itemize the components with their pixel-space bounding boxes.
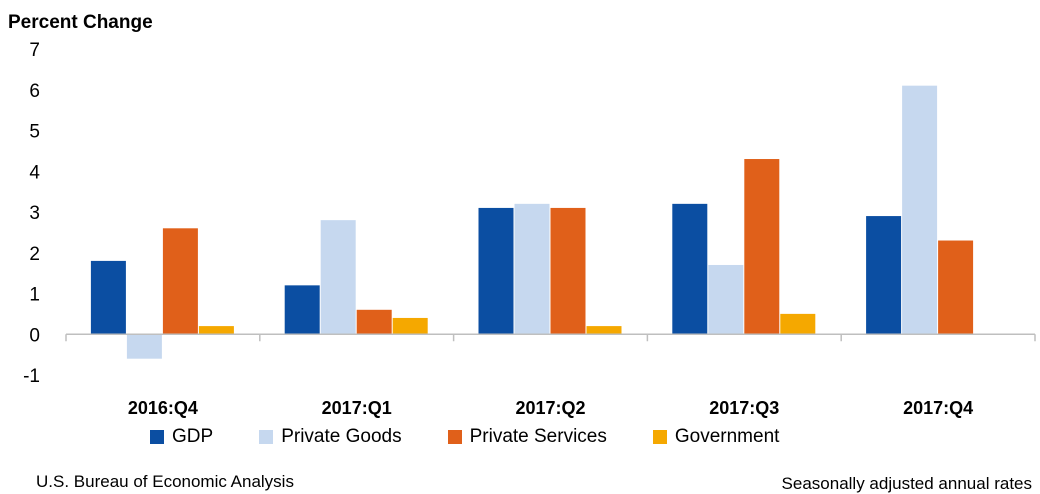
- legend-swatch-government: [652, 430, 667, 444]
- bar-gdp-2017-q2: [478, 207, 514, 335]
- legend: GDP Private Goods Private Services Gover…: [150, 426, 825, 448]
- y-tick-label: 1: [29, 285, 40, 306]
- bar-private-services-2017-q4: [938, 240, 974, 335]
- legend-label-government: Government: [674, 426, 780, 447]
- bar-government-2017-q2: [586, 326, 622, 335]
- y-tick-label: 2: [29, 244, 40, 265]
- bar-private-goods-2017-q3: [708, 264, 744, 335]
- bar-private-goods-2017-q4: [902, 85, 938, 335]
- y-tick-label: 7: [29, 40, 40, 61]
- x-tick-label: 2017:Q3: [709, 398, 779, 418]
- bar-government-2016-q4: [198, 326, 234, 335]
- bar-private-services-2017-q1: [356, 309, 392, 335]
- category-dividers: [65, 334, 1036, 342]
- rates-note: Seasonally adjusted annual rates: [781, 474, 1032, 493]
- legend-label-gdp: GDP: [172, 426, 214, 447]
- legend-swatch-private-services: [447, 430, 462, 444]
- y-axis-label: Percent Change: [8, 12, 153, 33]
- bar-gdp-2017-q1: [284, 285, 320, 335]
- source-note: U.S. Bureau of Economic Analysis: [36, 472, 294, 491]
- bar-private-services-2017-q3: [744, 159, 780, 335]
- y-tick-label: 5: [29, 122, 40, 143]
- x-tick-label: 2017:Q1: [322, 398, 392, 418]
- x-tick-label: 2016:Q4: [128, 398, 198, 418]
- y-tick-label: 3: [29, 203, 40, 224]
- x-tick-label: 2017:Q2: [515, 398, 585, 418]
- y-tick-label: 4: [29, 162, 40, 183]
- bar-gdp-2017-q4: [866, 216, 902, 335]
- legend-item-gdp: GDP: [150, 426, 213, 448]
- bar-private-goods-2016-q4: [126, 334, 162, 359]
- bar-government-2017-q1: [392, 317, 428, 335]
- legend-item-private-goods: Private Goods: [259, 426, 402, 448]
- legend-swatch-gdp: [150, 430, 164, 444]
- bar-private-goods-2017-q1: [320, 220, 356, 335]
- y-tick-label: 0: [29, 325, 40, 346]
- legend-swatch-private-goods: [259, 430, 274, 444]
- y-axis-ticks: 7 6 5 4 3 2 1 0 -1: [23, 40, 40, 387]
- y-tick-label: 6: [29, 81, 40, 102]
- x-tick-label: 2017:Q4: [903, 398, 973, 418]
- bar-government-2017-q3: [780, 313, 816, 335]
- y-tick-label: -1: [23, 366, 40, 387]
- legend-item-government: Government: [652, 426, 780, 448]
- bar-private-services-2016-q4: [162, 228, 198, 335]
- bar-gdp-2017-q3: [672, 203, 708, 335]
- legend-label-private-goods: Private Goods: [281, 426, 402, 447]
- bar-private-goods-2017-q2: [514, 203, 550, 335]
- bar-private-services-2017-q2: [550, 207, 586, 335]
- legend-label-private-services: Private Services: [469, 426, 607, 447]
- bars: [90, 85, 974, 359]
- legend-item-private-services: Private Services: [447, 426, 607, 448]
- x-axis-labels: 2016:Q4 2017:Q1 2017:Q2 2017:Q3 2017:Q4: [128, 398, 973, 418]
- bar-gdp-2016-q4: [90, 260, 126, 335]
